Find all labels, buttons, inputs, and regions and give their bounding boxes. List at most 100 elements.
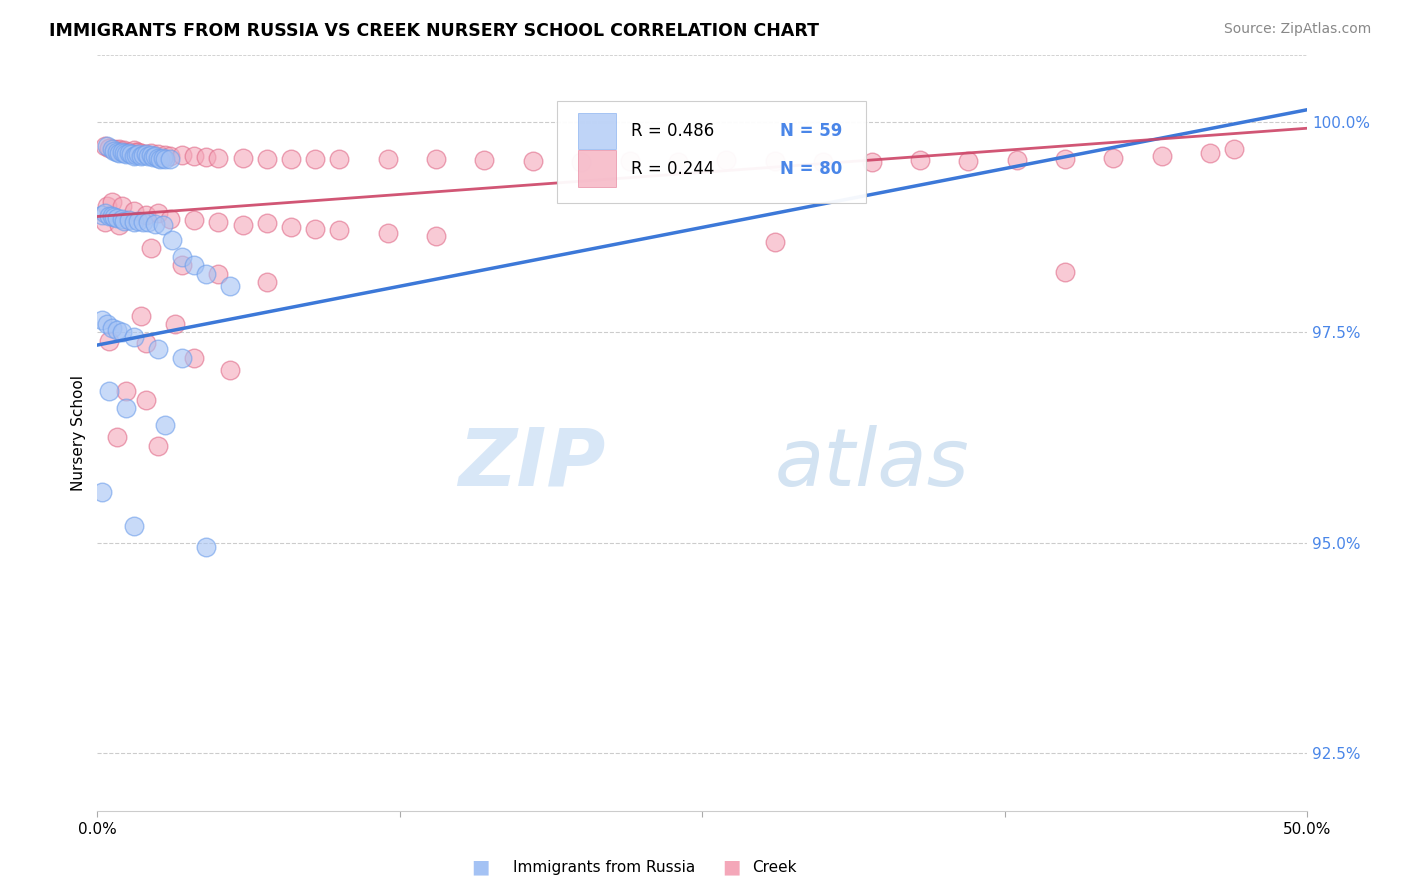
Point (122, 329, 145, 343)
Point (280, 219, 302, 234)
Point (183, 212, 205, 227)
Point (183, 258, 205, 272)
Point (98, 210, 121, 224)
Point (93, 139, 115, 153)
Point (1005, 153, 1028, 168)
Point (103, 211, 125, 225)
Point (207, 214, 229, 228)
Point (120, 147, 142, 161)
Point (256, 216, 278, 230)
Point (125, 145, 148, 159)
Point (115, 145, 138, 159)
Point (132, 215, 155, 229)
Point (129, 309, 152, 323)
Point (146, 343, 169, 357)
Point (110, 199, 132, 213)
Point (256, 152, 278, 166)
Point (145, 217, 167, 231)
Point (135, 335, 157, 350)
Point (91, 313, 114, 327)
Text: IMMIGRANTS FROM RUSSIA VS CREEK NURSERY SCHOOL CORRELATION CHART: IMMIGRANTS FROM RUSSIA VS CREEK NURSERY … (49, 22, 820, 40)
Point (127, 147, 149, 161)
Point (101, 195, 124, 210)
Point (110, 212, 132, 227)
Point (105, 145, 128, 159)
Point (118, 212, 141, 227)
Point (149, 152, 172, 166)
Point (135, 208, 157, 222)
Text: Creek: Creek (752, 860, 797, 874)
Point (127, 213, 149, 227)
Point (96, 139, 118, 153)
Point (129, 149, 152, 163)
Point (328, 153, 350, 167)
Text: N = 59: N = 59 (779, 122, 842, 140)
Point (474, 153, 496, 168)
Point (136, 149, 159, 163)
Point (908, 153, 931, 168)
Point (716, 153, 738, 168)
Point (377, 227, 399, 241)
Point (129, 145, 152, 160)
Point (159, 152, 181, 166)
Point (122, 203, 145, 218)
Point (377, 152, 399, 166)
Point (135, 392, 157, 407)
Point (108, 145, 131, 160)
Point (170, 258, 193, 272)
Point (170, 351, 193, 365)
Point (118, 146, 141, 161)
Text: R = 0.244: R = 0.244 (631, 160, 714, 178)
Point (101, 321, 124, 335)
Point (127, 145, 149, 159)
Point (105, 323, 128, 337)
Text: Source: ZipAtlas.com: Source: ZipAtlas.com (1223, 22, 1371, 37)
Point (163, 317, 186, 331)
Point (98, 334, 121, 348)
Point (280, 152, 302, 166)
Point (105, 143, 128, 157)
Point (522, 154, 544, 169)
Text: R = 0.486: R = 0.486 (631, 122, 714, 140)
Point (207, 267, 229, 281)
Point (195, 150, 218, 164)
Point (96, 317, 118, 331)
Point (108, 142, 131, 156)
Point (152, 218, 174, 232)
Point (860, 154, 883, 169)
Point (146, 151, 169, 165)
Point (118, 145, 141, 159)
Point (1150, 149, 1173, 163)
Point (1223, 142, 1246, 156)
Point (170, 148, 193, 162)
Point (666, 154, 689, 169)
Point (425, 153, 447, 167)
Point (162, 233, 184, 247)
Point (146, 439, 169, 453)
Point (304, 222, 326, 236)
Text: ■: ■ (721, 857, 741, 877)
Point (231, 218, 253, 232)
Text: ■: ■ (471, 857, 491, 877)
Point (328, 223, 350, 237)
Point (146, 147, 169, 161)
Point (112, 146, 135, 161)
Point (195, 540, 218, 554)
Point (132, 148, 155, 162)
Point (91, 208, 114, 222)
Point (112, 143, 135, 157)
Point (1054, 265, 1077, 279)
Point (103, 142, 125, 156)
Point (256, 275, 278, 289)
Point (763, 235, 786, 249)
Point (115, 384, 138, 399)
Point (110, 145, 132, 159)
Point (115, 147, 138, 161)
Point (153, 148, 176, 162)
Point (122, 518, 145, 533)
Point (153, 153, 176, 167)
Point (91, 485, 114, 500)
Y-axis label: Nursery School: Nursery School (72, 376, 86, 491)
Text: Immigrants from Russia: Immigrants from Russia (513, 860, 696, 874)
Point (145, 149, 167, 163)
